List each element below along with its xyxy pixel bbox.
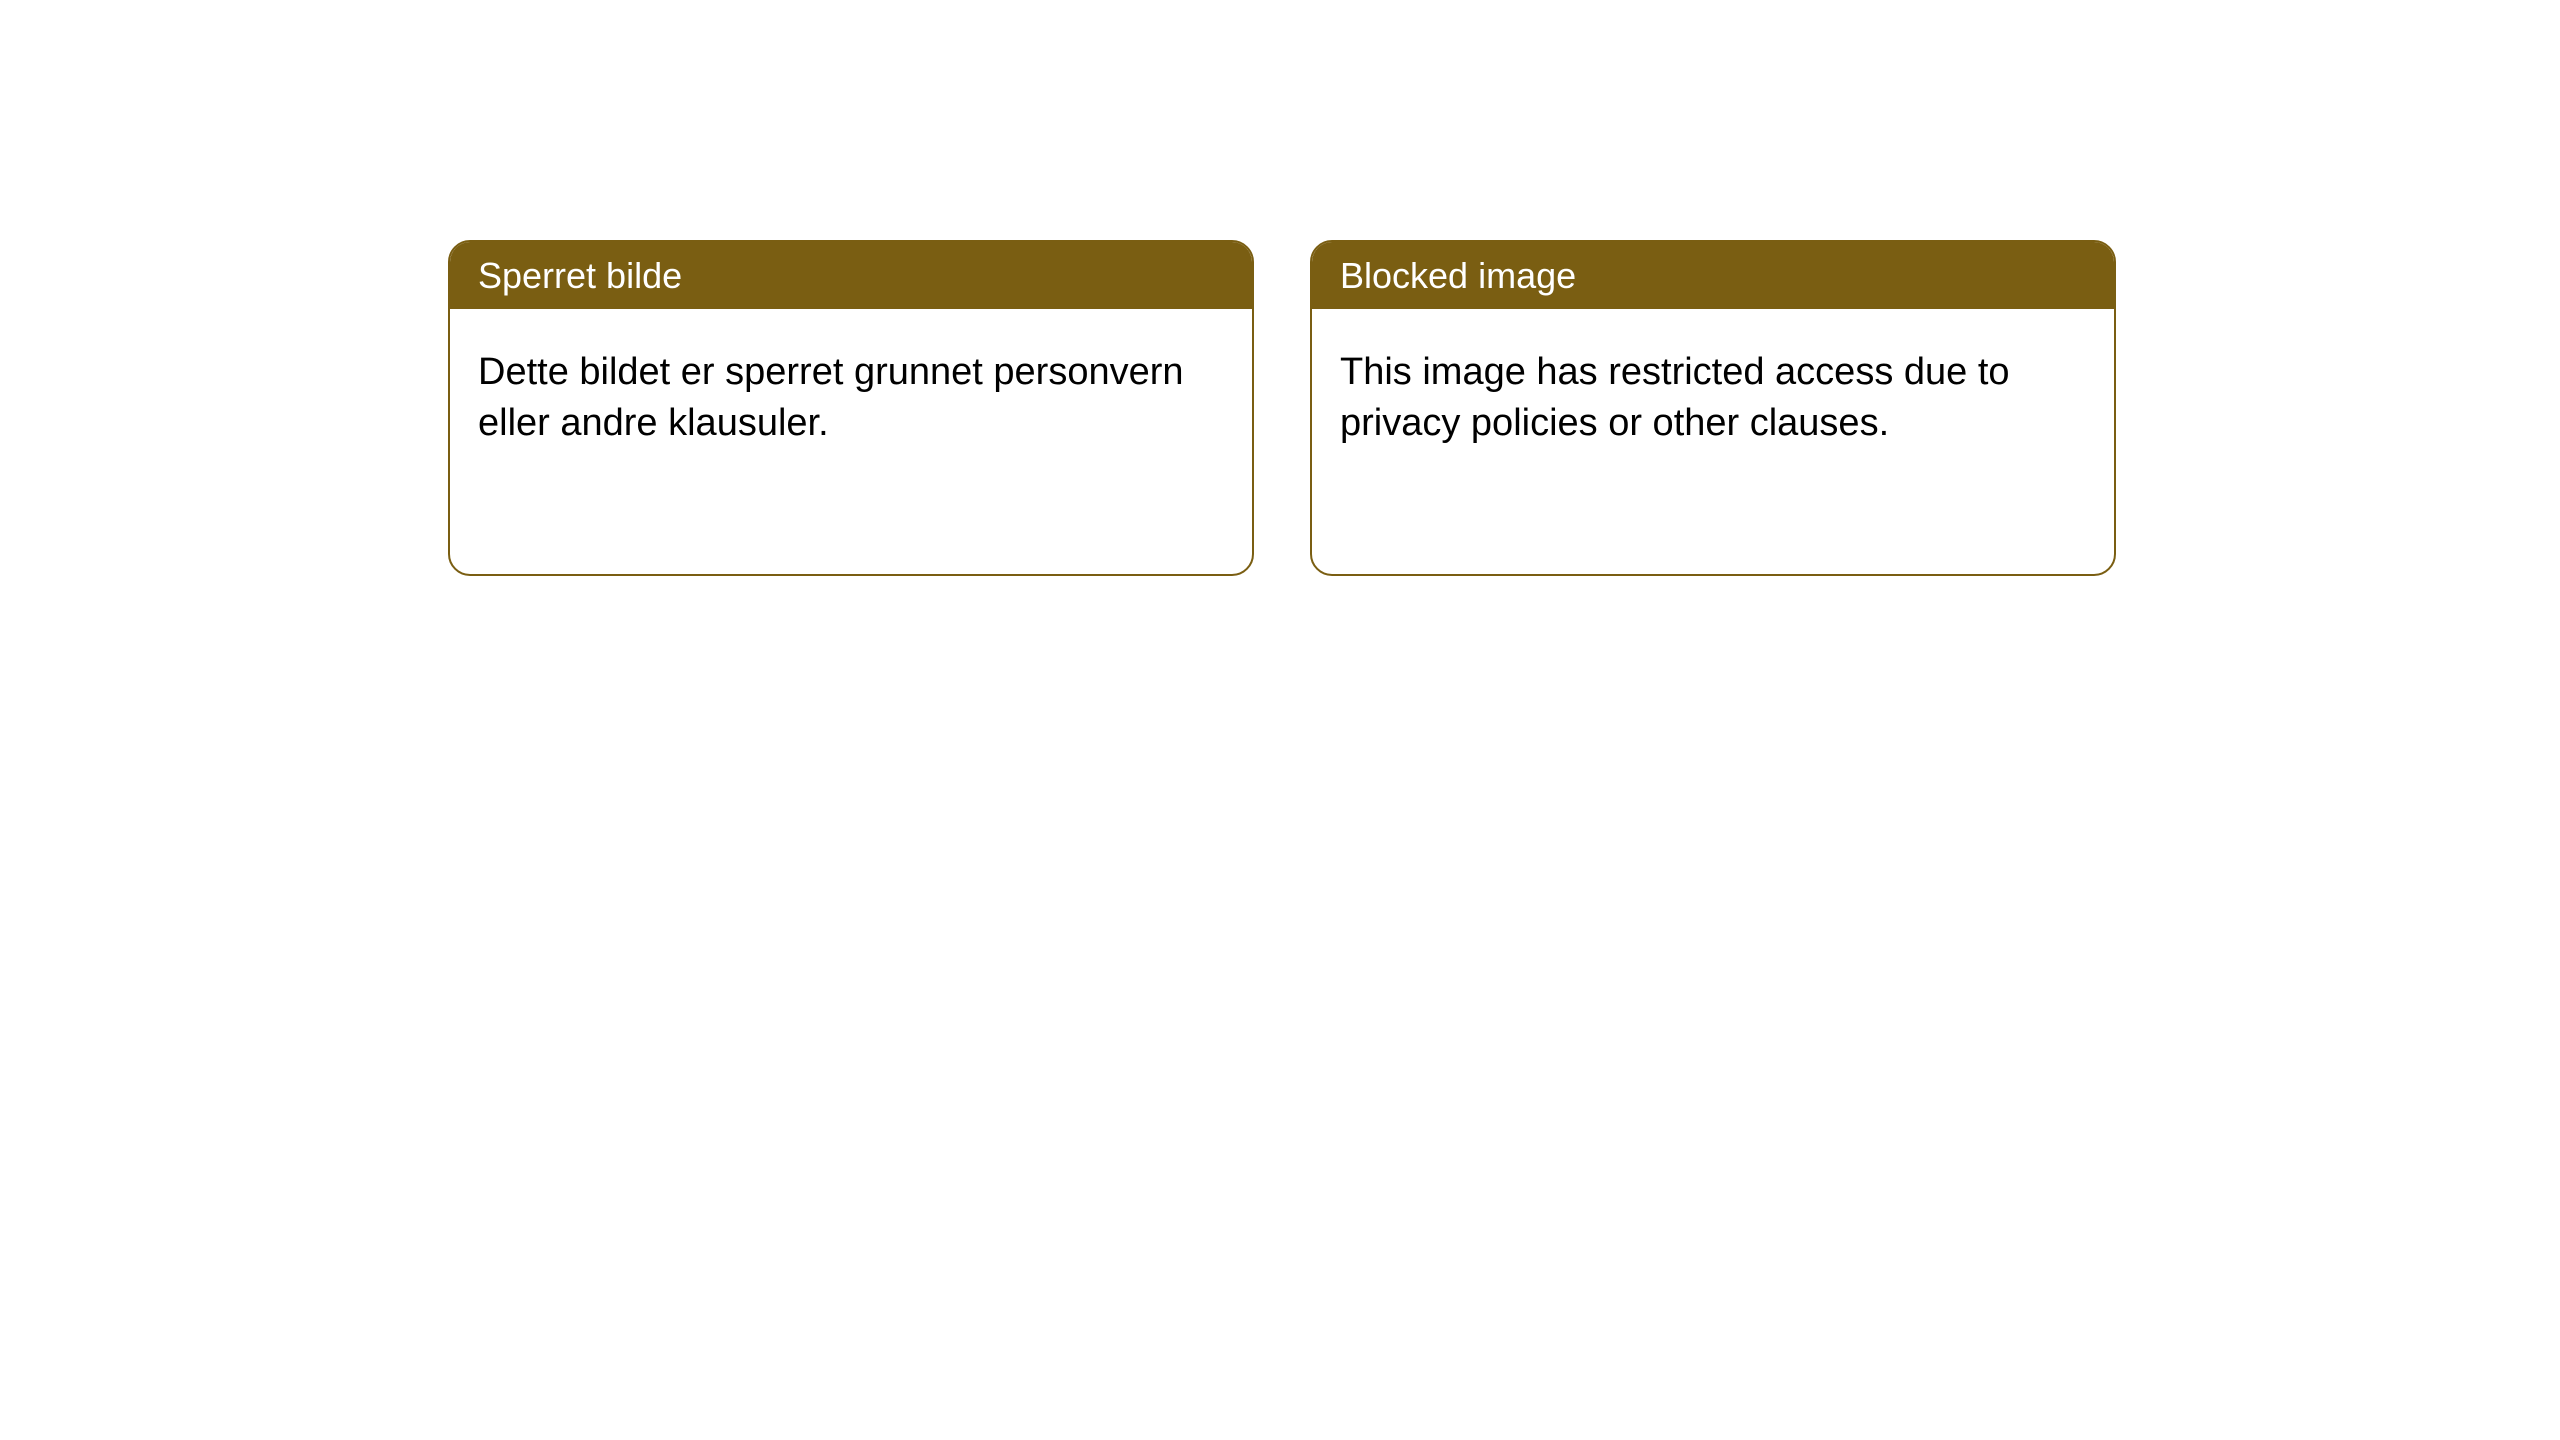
notice-container: Sperret bilde Dette bildet er sperret gr… [0, 0, 2560, 576]
card-body-text: This image has restricted access due to … [1340, 351, 2010, 444]
card-body: This image has restricted access due to … [1312, 309, 2114, 488]
notice-card-norwegian: Sperret bilde Dette bildet er sperret gr… [448, 240, 1254, 576]
card-body: Dette bildet er sperret grunnet personve… [450, 309, 1252, 488]
card-title: Blocked image [1340, 255, 1576, 296]
card-body-text: Dette bildet er sperret grunnet personve… [478, 351, 1184, 444]
card-header: Sperret bilde [450, 242, 1252, 309]
card-header: Blocked image [1312, 242, 2114, 309]
notice-card-english: Blocked image This image has restricted … [1310, 240, 2116, 576]
card-title: Sperret bilde [478, 255, 682, 296]
